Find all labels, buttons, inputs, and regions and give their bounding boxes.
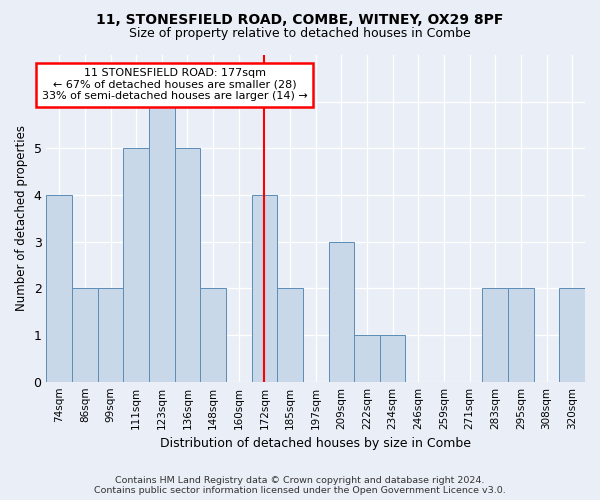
Bar [482, 288, 508, 382]
Bar [72, 288, 98, 382]
Bar [98, 288, 124, 382]
Text: 11, STONESFIELD ROAD, COMBE, WITNEY, OX29 8PF: 11, STONESFIELD ROAD, COMBE, WITNEY, OX2… [97, 12, 503, 26]
Bar [200, 288, 226, 382]
Bar [559, 288, 585, 382]
Bar [149, 102, 175, 382]
Bar [251, 195, 277, 382]
Bar [277, 288, 303, 382]
Text: 11 STONESFIELD ROAD: 177sqm
← 67% of detached houses are smaller (28)
33% of sem: 11 STONESFIELD ROAD: 177sqm ← 67% of det… [42, 68, 308, 102]
Y-axis label: Number of detached properties: Number of detached properties [15, 126, 28, 312]
Text: Size of property relative to detached houses in Combe: Size of property relative to detached ho… [129, 28, 471, 40]
X-axis label: Distribution of detached houses by size in Combe: Distribution of detached houses by size … [160, 437, 471, 450]
Bar [124, 148, 149, 382]
Bar [508, 288, 534, 382]
Bar [329, 242, 354, 382]
Bar [46, 195, 72, 382]
Bar [380, 335, 406, 382]
Bar [175, 148, 200, 382]
Text: Contains HM Land Registry data © Crown copyright and database right 2024.
Contai: Contains HM Land Registry data © Crown c… [94, 476, 506, 495]
Bar [354, 335, 380, 382]
